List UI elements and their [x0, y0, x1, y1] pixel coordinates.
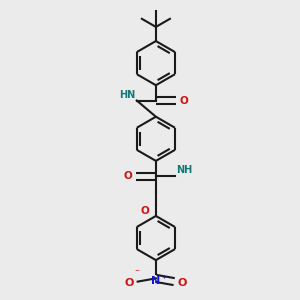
Text: $^{-}$: $^{-}$: [134, 267, 140, 276]
Text: $^{+}$: $^{+}$: [161, 274, 168, 284]
Text: O: O: [123, 171, 132, 181]
Text: O: O: [178, 278, 187, 288]
Text: O: O: [180, 95, 188, 106]
Text: O: O: [124, 278, 134, 288]
Text: O: O: [141, 206, 149, 216]
Text: HN: HN: [119, 90, 135, 100]
Text: N: N: [151, 276, 160, 286]
Text: NH: NH: [176, 165, 193, 175]
